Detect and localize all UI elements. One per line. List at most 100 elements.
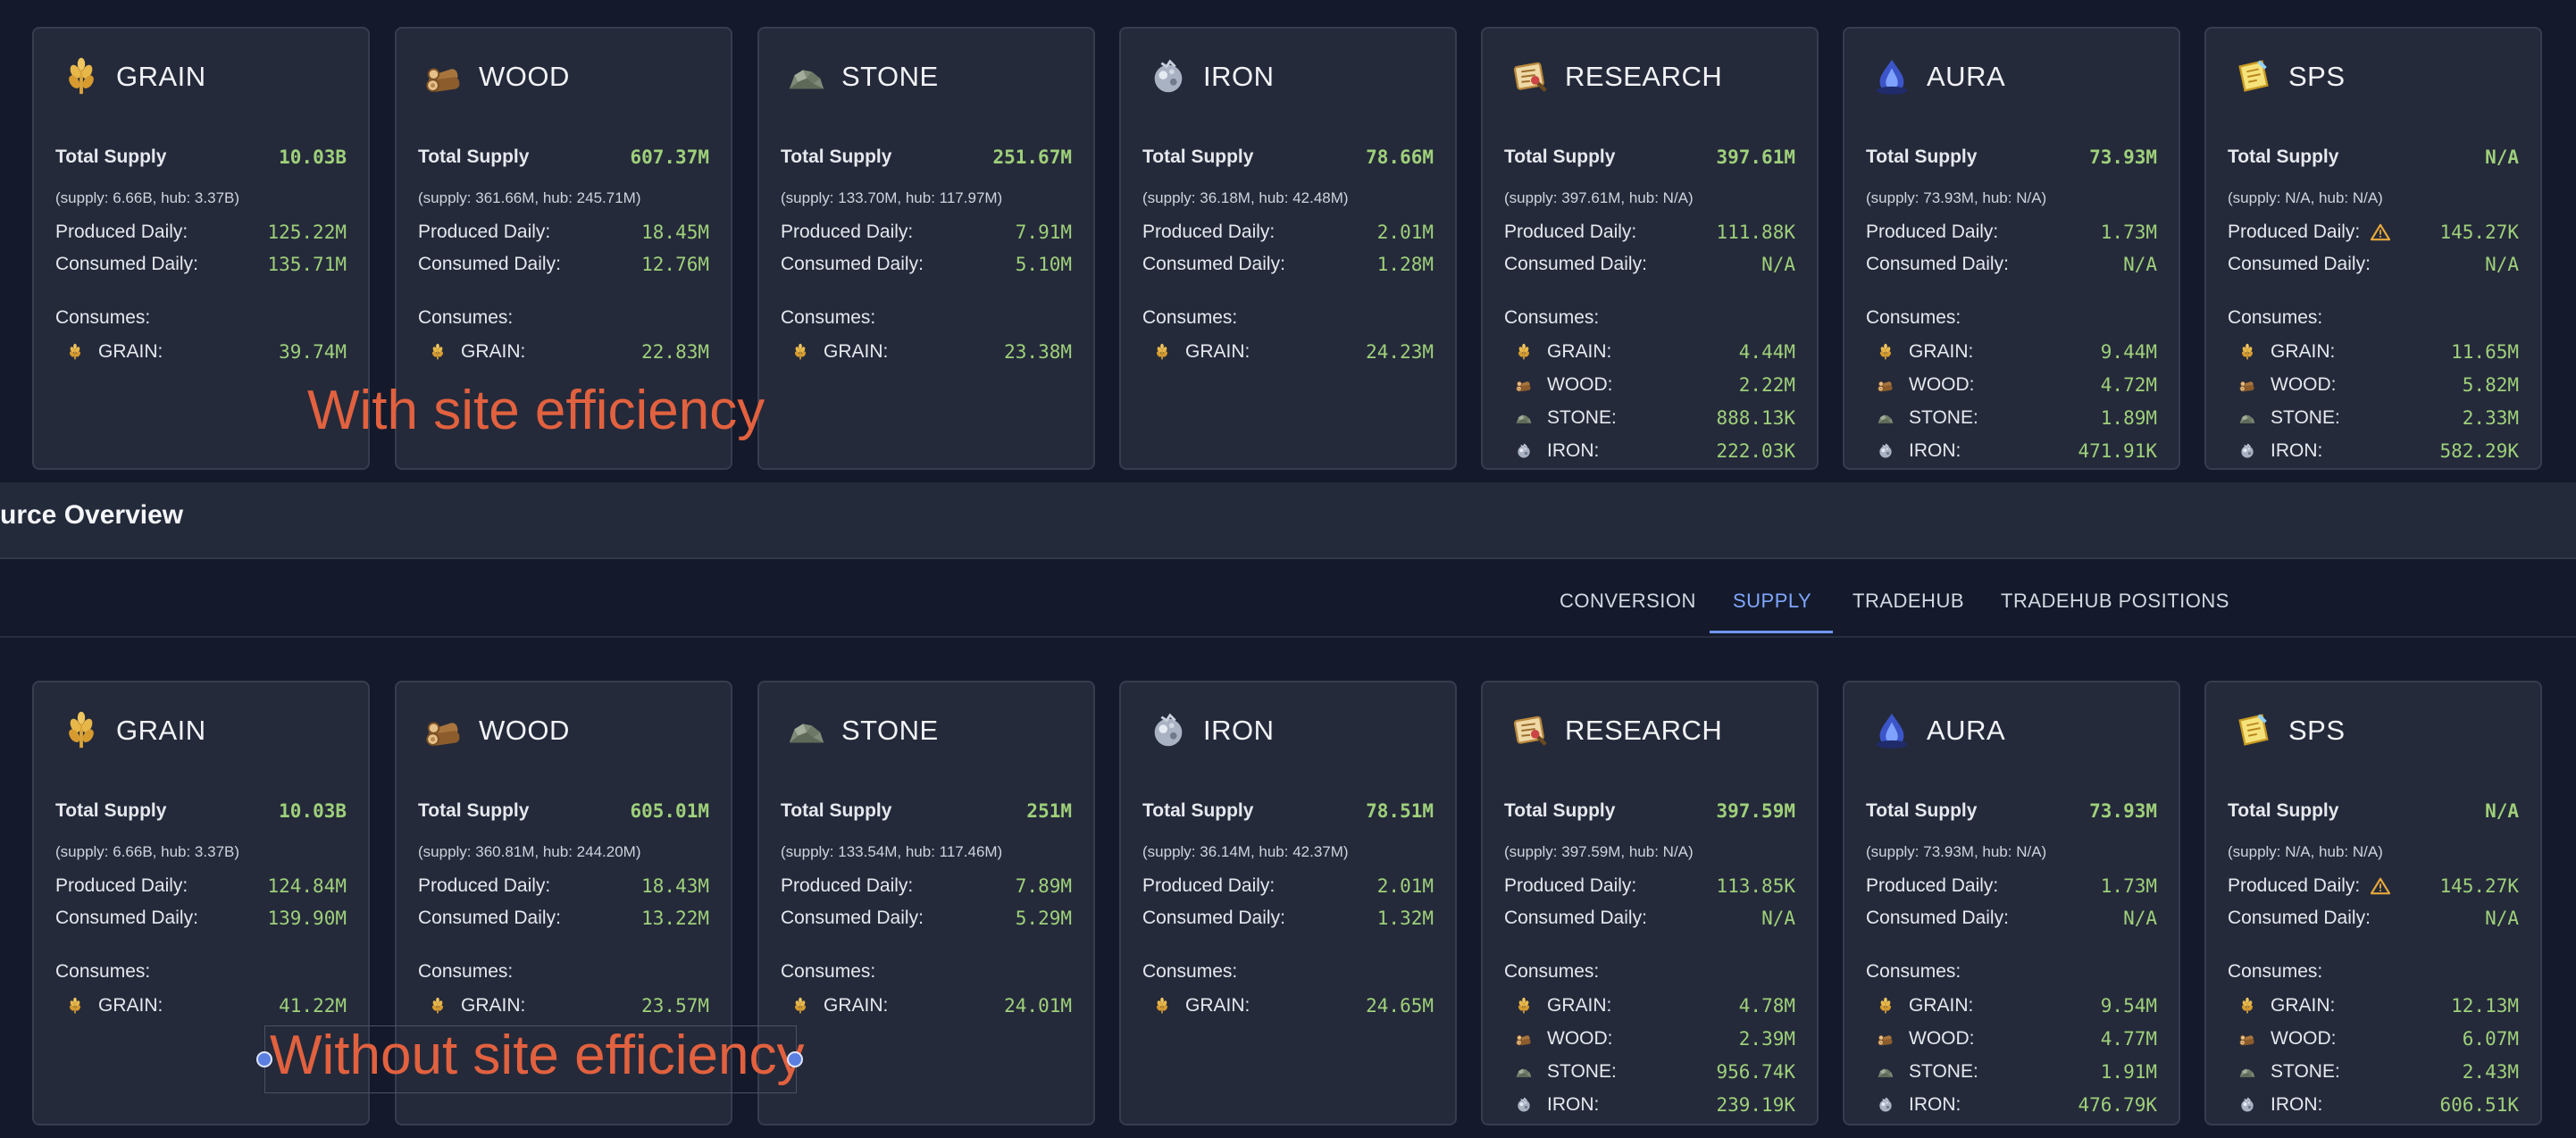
sps-icon <box>2233 710 2274 751</box>
produced-daily-label-wrap: Produced Daily: <box>418 875 550 897</box>
supply-breakdown: (supply: 361.66M, hub: 245.71M) <box>418 189 641 206</box>
consumes-item-label-wrap: GRAIN: <box>2238 341 2335 363</box>
total-supply-value: 397.61M <box>1716 146 1795 168</box>
consumes-label: Consumes: <box>1504 307 1600 328</box>
page-title: urce Overview <box>0 500 184 530</box>
total-supply-row: Total Supply 251M <box>781 800 1072 822</box>
consumes-item-label-wrap: WOOD: <box>1515 1028 1613 1050</box>
resource-card-grain: GRAIN Total Supply 10.03B (supply: 6.66B, h… <box>32 681 370 1125</box>
total-supply-label: Total Supply <box>781 800 892 821</box>
total-supply-value: 605.01M <box>630 800 709 822</box>
tab-tradehub[interactable]: TRADEHUB <box>1853 590 1965 612</box>
resource-name: SPS <box>2288 61 2346 92</box>
consumes-item-value: 9.44M <box>2100 341 2157 363</box>
consumed-daily-label: Consumed Daily: <box>2228 254 2371 274</box>
produced-daily-row: Produced Daily: 2.01M <box>1142 875 1434 897</box>
grain-icon <box>66 343 84 361</box>
total-supply-value: N/A <box>2485 800 2519 822</box>
consumes-item-label: GRAIN: <box>1909 341 1974 362</box>
produced-daily-value: 18.45M <box>641 222 709 243</box>
consumes-label: Consumes: <box>1504 961 1600 982</box>
consumes-item-label: WOOD: <box>1909 374 1975 395</box>
resource-name: WOOD <box>479 715 570 746</box>
wood-icon <box>423 710 464 751</box>
consumed-daily-label: Consumed Daily: <box>781 908 924 928</box>
consumes-item-value: 606.51K <box>2439 1094 2519 1116</box>
consumes-item-grain: GRAIN: 9.44M <box>1877 341 2157 363</box>
card-header: SPS <box>2233 706 2346 756</box>
resource-card-sps: SPS Total Supply N/A (supply: N/A, hub: N/A… <box>2204 681 2542 1125</box>
total-supply-label: Total Supply <box>2228 146 2339 167</box>
produced-daily-label: Produced Daily: <box>781 875 914 896</box>
consumed-daily-label: Consumed Daily: <box>1142 254 1285 274</box>
consumes-label: Consumes: <box>55 307 151 328</box>
consumes-item-label-wrap: WOOD: <box>2238 374 2337 396</box>
grain-icon <box>429 343 447 361</box>
grain-icon <box>791 343 809 361</box>
consumes-item-label-wrap: GRAIN: <box>1153 341 1250 363</box>
consumes-item-grain: GRAIN: 11.65M <box>2238 341 2519 363</box>
tab-supply[interactable]: SUPPLY <box>1733 590 1812 612</box>
supply-breakdown: (supply: 73.93M, hub: N/A) <box>1866 843 2047 860</box>
consumed-daily-row: Consumed Daily: N/A <box>2228 254 2519 275</box>
produced-daily-row: Produced Daily: 145.27K <box>2228 222 2519 243</box>
wood-icon <box>1877 1030 1894 1048</box>
resize-handle-right[interactable] <box>787 1051 803 1067</box>
resource-name: GRAIN <box>116 61 206 92</box>
card-header: STONE <box>786 706 939 756</box>
consumes-item-grain: GRAIN: 22.83M <box>429 341 709 363</box>
consumes-item-value: 6.07M <box>2462 1028 2519 1050</box>
resize-handle-left[interactable] <box>256 1051 272 1067</box>
consumes-item-label-wrap: STONE: <box>2238 407 2340 429</box>
produced-daily-row: Produced Daily: 18.43M <box>418 875 709 897</box>
consumes-item-grain: GRAIN: 24.23M <box>1153 341 1434 363</box>
consumes-item-label-wrap: GRAIN: <box>1153 995 1250 1017</box>
consumes-label: Consumes: <box>418 961 514 982</box>
produced-daily-value: 113.85K <box>1716 875 1795 897</box>
resource-card-stone: STONE Total Supply 251.67M (supply: 133.70M… <box>757 27 1095 470</box>
consumes-item-label: IRON: <box>1909 1094 1961 1115</box>
card-header: WOOD <box>423 706 570 756</box>
consumes-item-value: 2.22M <box>1738 374 1795 396</box>
annotation-without-site-efficiency[interactable]: Without site efficiency <box>270 1025 805 1086</box>
consumes-item-label: GRAIN: <box>2271 995 2336 1016</box>
supply-breakdown: (supply: 397.61M, hub: N/A) <box>1504 189 1694 206</box>
consumes-item-label-wrap: GRAIN: <box>791 341 888 363</box>
consumes-item-stone: STONE: 1.91M <box>1877 1061 2157 1083</box>
total-supply-value: 10.03B <box>279 146 347 168</box>
consumes-item-label: STONE: <box>2271 407 2340 428</box>
consumed-daily-row: Consumed Daily: N/A <box>1866 254 2157 275</box>
warning-icon[interactable] <box>2371 223 2391 241</box>
consumes-item-iron: IRON: 222.03K <box>1515 440 1795 462</box>
produced-daily-value: 2.01M <box>1376 222 1434 243</box>
resource-name: SPS <box>2288 715 2346 746</box>
consumes-item-label-wrap: IRON: <box>2238 440 2322 462</box>
produced-daily-label-wrap: Produced Daily: <box>781 875 913 897</box>
total-supply-value: 78.51M <box>1366 800 1434 822</box>
produced-daily-row: Produced Daily: 7.91M <box>781 222 1072 243</box>
consumes-item-wood: WOOD: 2.22M <box>1515 374 1795 396</box>
total-supply-label: Total Supply <box>1142 146 1254 167</box>
tab-conversion[interactable]: CONVERSION <box>1560 590 1696 612</box>
consumes-item-value: 476.79K <box>2078 1094 2157 1116</box>
iron-icon <box>1148 710 1189 751</box>
grain-icon <box>61 56 102 97</box>
resource-name: GRAIN <box>116 715 206 746</box>
warning-icon[interactable] <box>2371 877 2391 895</box>
consumes-item-label-wrap: IRON: <box>1515 440 1599 462</box>
consumes-item-label: IRON: <box>1909 440 1961 461</box>
consumes-item-label: WOOD: <box>2271 374 2337 395</box>
produced-daily-value: 124.84M <box>267 875 347 897</box>
produced-daily-label: Produced Daily: <box>418 875 551 896</box>
card-header: AURA <box>1871 52 2005 102</box>
consumes-item-label-wrap: GRAIN: <box>1515 341 1611 363</box>
consumed-daily-row: Consumed Daily: 139.90M <box>55 908 347 929</box>
consumes-item-value: 2.33M <box>2462 407 2519 429</box>
resource-name: WOOD <box>479 61 570 92</box>
total-supply-value: 251M <box>1026 800 1072 822</box>
iron-icon <box>2238 442 2256 460</box>
tab-tradehub-positions[interactable]: TRADEHUB POSITIONS <box>2001 590 2229 612</box>
consumes-item-label-wrap: GRAIN: <box>1515 995 1611 1017</box>
consumes-item-label: GRAIN: <box>1185 341 1250 362</box>
consumes-item-value: 24.23M <box>1366 341 1434 363</box>
